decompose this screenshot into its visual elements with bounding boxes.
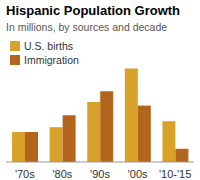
svg-text:'80s: '80s: [52, 168, 72, 180]
html-text:Hispanic Population Growth: Hispanic Population Growth: [6, 3, 181, 18]
svg-text:'70s: '70s: [15, 168, 35, 180]
svg-text:'00s: '00s: [128, 168, 148, 180]
svg-text:'10-'15: '10-'15: [159, 168, 191, 180]
html-text:U.S. births: U.S. births: [24, 40, 73, 52]
html-text:In millions, by sources and de: In millions, by sources and decade: [6, 21, 168, 33]
html-text:Immigration: Immigration: [24, 54, 79, 66]
svg-text:'90s: '90s: [90, 168, 110, 180]
